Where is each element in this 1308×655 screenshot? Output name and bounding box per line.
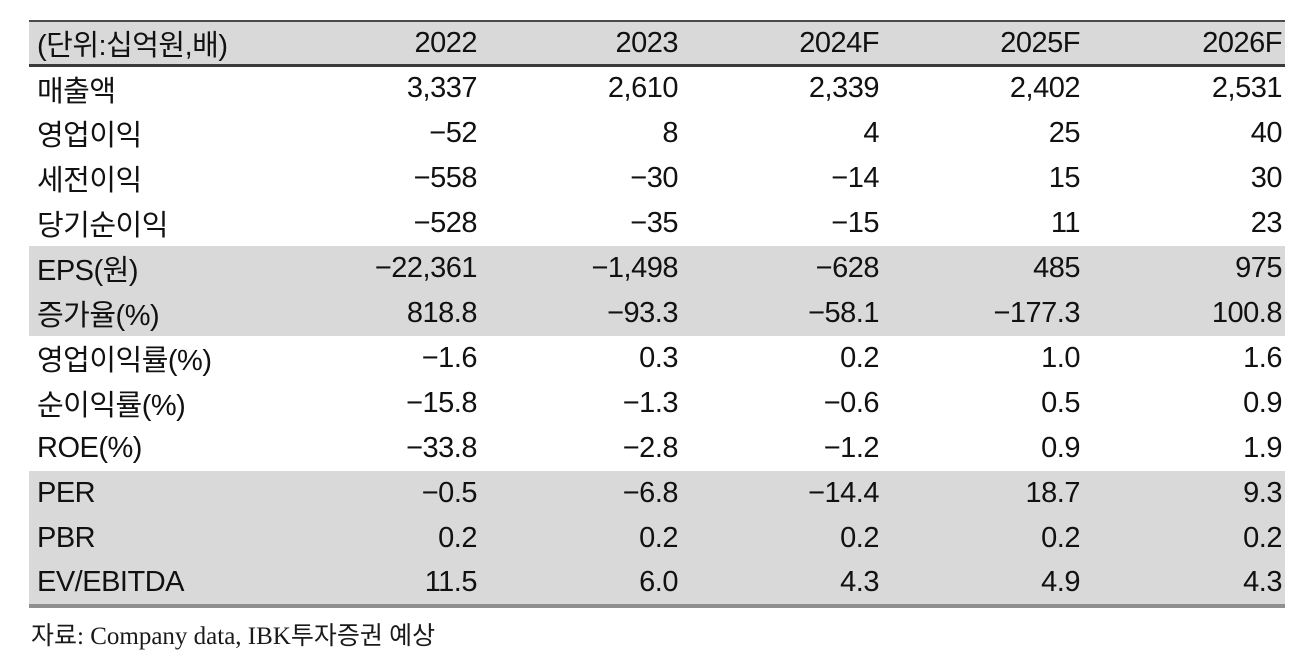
row-label: 영업이익	[37, 120, 142, 152]
table-header: (단위:십억원,배) 2022 2023 2024F 2025F 2026F	[29, 21, 1285, 66]
cell-value: 0.9	[1041, 431, 1080, 464]
cell-value: 4.3	[1243, 565, 1282, 598]
cell-value: 0.3	[639, 341, 678, 374]
cell-value: −6.8	[622, 476, 679, 509]
cell-value: −52	[429, 116, 477, 149]
row-label: EV/EBITDA	[37, 565, 185, 598]
cell-value: 0.2	[840, 341, 879, 374]
financial-summary-table: (단위:십억원,배) 2022 2023 2024F 2025F 2026F 매…	[29, 20, 1285, 608]
cell-value: 6.0	[639, 565, 678, 598]
cell-value: −1.3	[622, 386, 679, 419]
cell-value: −528	[413, 206, 478, 239]
cell-value: 1.0	[1041, 341, 1080, 374]
cell-value: 3,337	[406, 72, 478, 105]
table-row: 증가율(%) 818.8 −93.3 −58.1 −177.3 100.8	[29, 290, 1285, 336]
row-label: 순이익률(%)	[37, 390, 186, 422]
cell-value: −177.3	[993, 296, 1080, 329]
cell-value: 0.2	[639, 521, 678, 554]
cell-value: 818.8	[406, 296, 478, 329]
table-row: 영업이익률(%) −1.6 0.3 0.2 1.0 1.6	[29, 335, 1285, 381]
table-row: 당기순이익 −528 −35 −15 11 23	[29, 200, 1285, 246]
cell-value: 2,402	[1009, 72, 1081, 105]
cell-value: 0.9	[1243, 386, 1282, 419]
cell-value: 15	[1048, 161, 1081, 194]
cell-value: 18.7	[1025, 476, 1081, 509]
cell-value: −2.8	[622, 431, 679, 464]
row-label: EPS(원)	[37, 255, 139, 287]
cell-value: 0.2	[1041, 521, 1080, 554]
column-header-2023: 2023	[615, 26, 678, 59]
cell-value: −14.4	[808, 476, 879, 509]
row-label: 당기순이익	[37, 210, 168, 242]
cell-value: −628	[815, 251, 880, 284]
cell-value: 11	[1050, 206, 1081, 239]
row-label: 매출액	[37, 75, 116, 108]
table-row: 매출액 3,337 2,610 2,339 2,402 2,531	[29, 65, 1285, 111]
cell-value: 4.9	[1041, 565, 1080, 598]
cell-value: 0.2	[438, 521, 477, 554]
cell-value: −93.3	[607, 296, 678, 329]
cell-value: 30	[1250, 161, 1283, 194]
table-row: 세전이익 −558 −30 −14 15 30	[29, 155, 1285, 201]
row-label: 세전이익	[37, 165, 142, 197]
row-label: ROE(%)	[37, 431, 142, 464]
cell-value: 1.6	[1243, 341, 1282, 374]
cell-value: −14	[831, 161, 879, 194]
header-row: (단위:십억원,배) 2022 2023 2024F 2025F 2026F	[29, 21, 1285, 66]
table-row: 영업이익 −52 8 4 25 40	[29, 110, 1285, 156]
cell-value: −35	[630, 206, 678, 239]
row-label: 증가율(%)	[37, 300, 160, 332]
cell-value: −1,498	[591, 251, 678, 284]
cell-value: 975	[1235, 251, 1282, 284]
cell-value: 4	[863, 116, 879, 149]
cell-value: 40	[1250, 116, 1283, 149]
cell-value: 11.5	[424, 565, 478, 598]
row-label: 영업이익률(%)	[37, 345, 212, 377]
column-header-2026f: 2026F	[1202, 26, 1282, 59]
row-label: PBR	[37, 521, 96, 554]
source-note: 자료: Company data, IBK투자증권 예상	[31, 623, 436, 650]
table-row: EV/EBITDA 11.5 6.0 4.3 4.9 4.3	[29, 560, 1285, 606]
cell-value: 9.3	[1243, 476, 1282, 509]
cell-value: −1.6	[421, 341, 478, 374]
cell-value: 100.8	[1211, 296, 1283, 329]
cell-value: 0.2	[840, 521, 879, 554]
cell-value: −15.8	[406, 386, 477, 419]
cell-value: −22,361	[374, 251, 478, 284]
cell-value: −15	[831, 206, 879, 239]
row-label: PER	[37, 476, 96, 509]
cell-value: 8	[662, 116, 678, 149]
cell-value: 0.5	[1041, 386, 1080, 419]
cell-value: 1.9	[1243, 431, 1282, 464]
table-body: 매출액 3,337 2,610 2,339 2,402 2,531 영업이익 −52 8 4 25 4…	[29, 65, 1285, 606]
column-header-2025f: 2025F	[1000, 26, 1080, 59]
cell-value: −58.1	[808, 296, 879, 329]
unit-label: (단위:십억원,배)	[37, 30, 228, 62]
table-row: 순이익률(%) −15.8 −1.3 −0.6 0.5 0.9	[29, 380, 1285, 426]
table-row: EPS(원) −22,361 −1,498 −628 485 975	[29, 245, 1285, 291]
table-row: PBR 0.2 0.2 0.2 0.2 0.2	[29, 515, 1285, 561]
cell-value: −558	[413, 161, 478, 194]
cell-value: 2,531	[1211, 72, 1283, 105]
cell-value: −1.2	[823, 431, 880, 464]
table-row: PER −0.5 −6.8 −14.4 18.7 9.3	[29, 470, 1285, 516]
cell-value: −33.8	[406, 431, 477, 464]
column-header-2022: 2022	[414, 26, 477, 59]
cell-value: −0.5	[421, 476, 478, 509]
cell-value: 25	[1048, 116, 1081, 149]
cell-value: 0.2	[1243, 521, 1282, 554]
cell-value: 4.3	[840, 565, 879, 598]
table-row: ROE(%) −33.8 −2.8 −1.2 0.9 1.9	[29, 425, 1285, 471]
cell-value: 2,610	[607, 72, 679, 105]
cell-value: −30	[630, 161, 678, 194]
column-header-2024f: 2024F	[799, 26, 879, 59]
cell-value: 23	[1250, 206, 1283, 239]
cell-value: 2,339	[808, 72, 880, 105]
cell-value: −0.6	[823, 386, 880, 419]
cell-value: 485	[1033, 251, 1080, 284]
